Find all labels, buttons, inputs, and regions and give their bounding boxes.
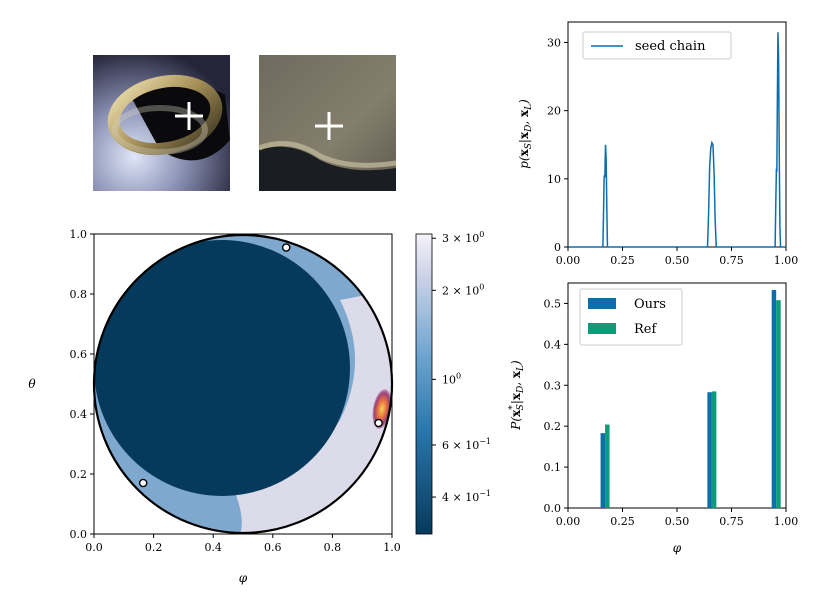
heatmap-panel: 0.0 0.2 0.4 0.6 0.8 1.0 0.00.20.40.60.81.0 φ … — [28, 228, 400, 585]
bar-x-tick-label: 1.00 — [774, 515, 799, 528]
colorbar-gradient — [415, 233, 433, 535]
density-y-label: p(xS|xD, xL) — [517, 99, 534, 169]
bar-x-tick-label: 0.00 — [556, 515, 581, 528]
density-x-tick-label: 0.00 — [556, 254, 581, 267]
seed-chain-line — [568, 32, 786, 248]
bar-ours — [771, 289, 777, 508]
colorbar-tick-label: 2 × 100 — [442, 282, 484, 297]
bar-y-tick-label: 0.1 — [544, 461, 562, 474]
bar-y-tick-label: 0.3 — [544, 379, 562, 392]
density-y-tick-label: 0 — [554, 241, 561, 254]
density-panel: 0.00 0.25 0.50 0.75 1.00 0 10 20 30 p(xS|xD, xL… — [517, 21, 799, 267]
region-dark-core — [94, 240, 350, 496]
colorbar-tick-label: 4 × 10−1 — [442, 489, 491, 504]
sample-marker — [138, 478, 148, 488]
colorbar: 4 × 10−1 6 × 10−1 100 2 × 100 3 × 100 — [415, 230, 491, 535]
render-thumbnail — [93, 55, 230, 191]
sample-marker — [374, 418, 383, 428]
bar-y-label: P(x*S|xD, xL) — [508, 360, 526, 431]
heatmap-x-tick-label: 0.8 — [324, 541, 342, 554]
bar-ours — [600, 433, 606, 508]
density-x-tick-label: 0.75 — [719, 254, 744, 267]
density-x-tick-label: 1.00 — [774, 254, 799, 267]
heatmap-y-tick-label: 0.2 — [70, 468, 88, 481]
legend-ours: Ours — [634, 297, 666, 312]
density-y-tick-label: 30 — [547, 36, 561, 49]
heatmap-x-tick-label: 0.4 — [204, 541, 222, 554]
heatmap-y-label: θ — [28, 377, 36, 391]
bar-y-tick-label: 0.0 — [544, 502, 562, 515]
bar-y-tick-label: 0.5 — [544, 297, 562, 310]
heatmap-y-tick-label: 0.6 — [70, 348, 88, 361]
density-y-tick-label: 20 — [547, 105, 561, 118]
bar-x-label: φ — [673, 541, 682, 555]
heatmap-x-tick-label: 0.2 — [145, 541, 163, 554]
heatmap-x-tick-label: 0.6 — [264, 541, 282, 554]
heatmap-y-tick-label: 0.8 — [70, 288, 88, 301]
bar-x-tick-label: 0.50 — [665, 515, 690, 528]
heatmap-y-tick-label: 0.0 — [70, 528, 88, 541]
density-legend: seed chain — [582, 31, 732, 60]
colorbar-tick-label: 6 × 10−1 — [442, 437, 491, 452]
legend-swatch-ref — [588, 323, 616, 334]
legend-swatch-ours — [588, 298, 616, 309]
heatmap-x-tick-label: 0.0 — [85, 541, 103, 554]
bar-legend: Ours Ref — [579, 288, 683, 346]
colorbar-tick-label: 3 × 100 — [442, 230, 484, 245]
bar-ref — [776, 300, 781, 508]
heatmap-y-tick-label: 0.4 — [70, 408, 88, 421]
sample-marker — [281, 243, 291, 252]
legend-ref: Ref — [634, 322, 657, 337]
colorbar-tick-label: 100 — [442, 371, 461, 386]
bar-x-tick-label: 0.25 — [610, 515, 635, 528]
bar-ref — [605, 424, 610, 508]
region-light-crescent — [236, 290, 392, 533]
bar-x-tick-label: 0.75 — [719, 515, 744, 528]
density-x-tick-label: 0.25 — [610, 254, 635, 267]
bar-y-tick-label: 0.2 — [544, 420, 562, 433]
heatmap-axes-frame — [93, 233, 393, 535]
bar-ours — [707, 392, 712, 508]
density-y-tick-label: 10 — [547, 173, 561, 186]
heatmap-x-tick-label: 1.0 — [383, 541, 401, 554]
crop-thumbnail — [258, 55, 397, 191]
crosshair-icon — [175, 102, 203, 130]
bar-y-tick-label: 0.4 — [544, 338, 562, 351]
bar-panel: 0.00 0.25 0.50 0.75 1.00 0.00.10.20.30.40.5 … — [508, 282, 799, 555]
heatmap-y-tick-label: 1.0 — [70, 228, 88, 241]
density-x-tick-label: 0.50 — [665, 254, 690, 267]
bar-ref — [711, 391, 717, 508]
crosshair-icon — [315, 112, 343, 140]
legend-seed-chain: seed chain — [635, 39, 706, 54]
heatmap-x-label: φ — [239, 571, 248, 585]
